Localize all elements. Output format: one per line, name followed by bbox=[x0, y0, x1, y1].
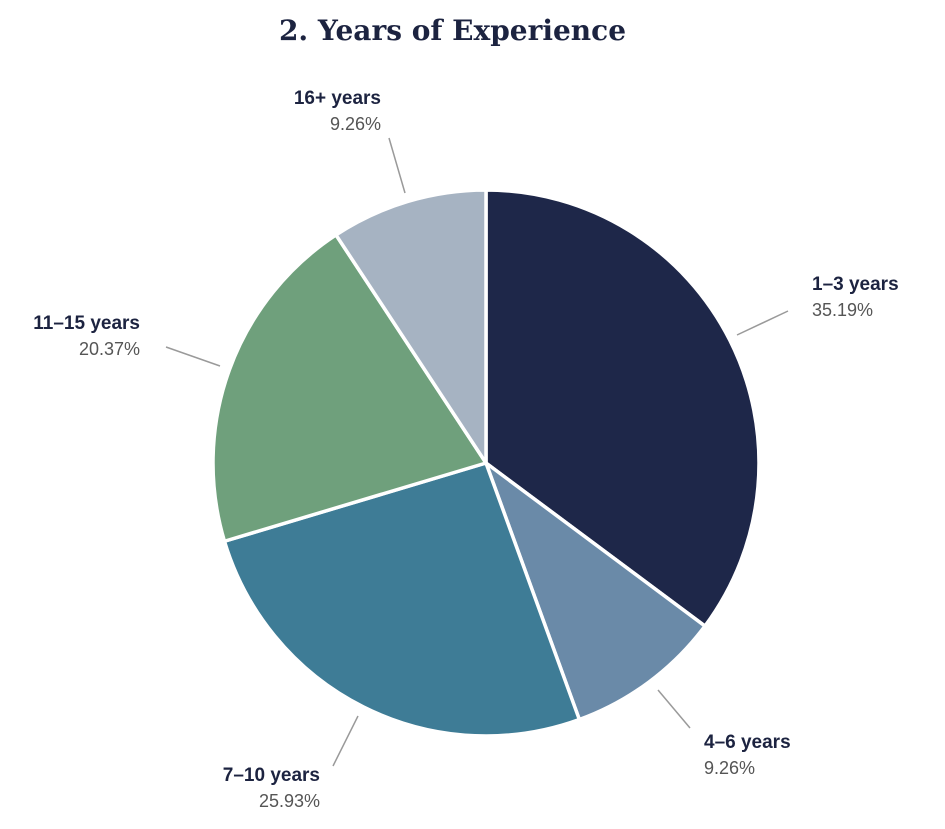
slice-label: 4–6 years bbox=[704, 732, 791, 753]
slice-percent-label: 25.93% bbox=[259, 791, 320, 811]
pie-slice bbox=[222, 461, 582, 738]
leader-line bbox=[388, 137, 406, 194]
leader-line bbox=[165, 346, 221, 367]
slice-label: 1–3 years bbox=[812, 274, 899, 295]
pie-slice bbox=[334, 188, 488, 465]
pie-slice bbox=[484, 461, 707, 722]
pie-slice bbox=[484, 188, 761, 628]
leader-lines bbox=[165, 137, 789, 767]
leader-line bbox=[332, 715, 359, 767]
chart-title: 2. Years of Experience bbox=[278, 14, 627, 47]
pie-slice bbox=[211, 233, 488, 544]
pie-slices bbox=[211, 188, 761, 738]
slice-label: 11–15 years bbox=[33, 313, 140, 334]
slice-label: 7–10 years bbox=[223, 765, 320, 786]
slice-percent-label: 9.26% bbox=[704, 758, 755, 778]
slice-percent-label: 35.19% bbox=[812, 300, 873, 320]
slice-percent-label: 9.26% bbox=[330, 114, 381, 134]
slice-percent-label: 20.37% bbox=[79, 339, 140, 359]
leader-line bbox=[736, 310, 789, 336]
leader-line bbox=[657, 689, 691, 729]
slice-label: 16+ years bbox=[294, 88, 381, 109]
slice-labels: 1–3 years 35.19% 4–6 years 9.26% 7–10 years 2… bbox=[33, 88, 898, 811]
